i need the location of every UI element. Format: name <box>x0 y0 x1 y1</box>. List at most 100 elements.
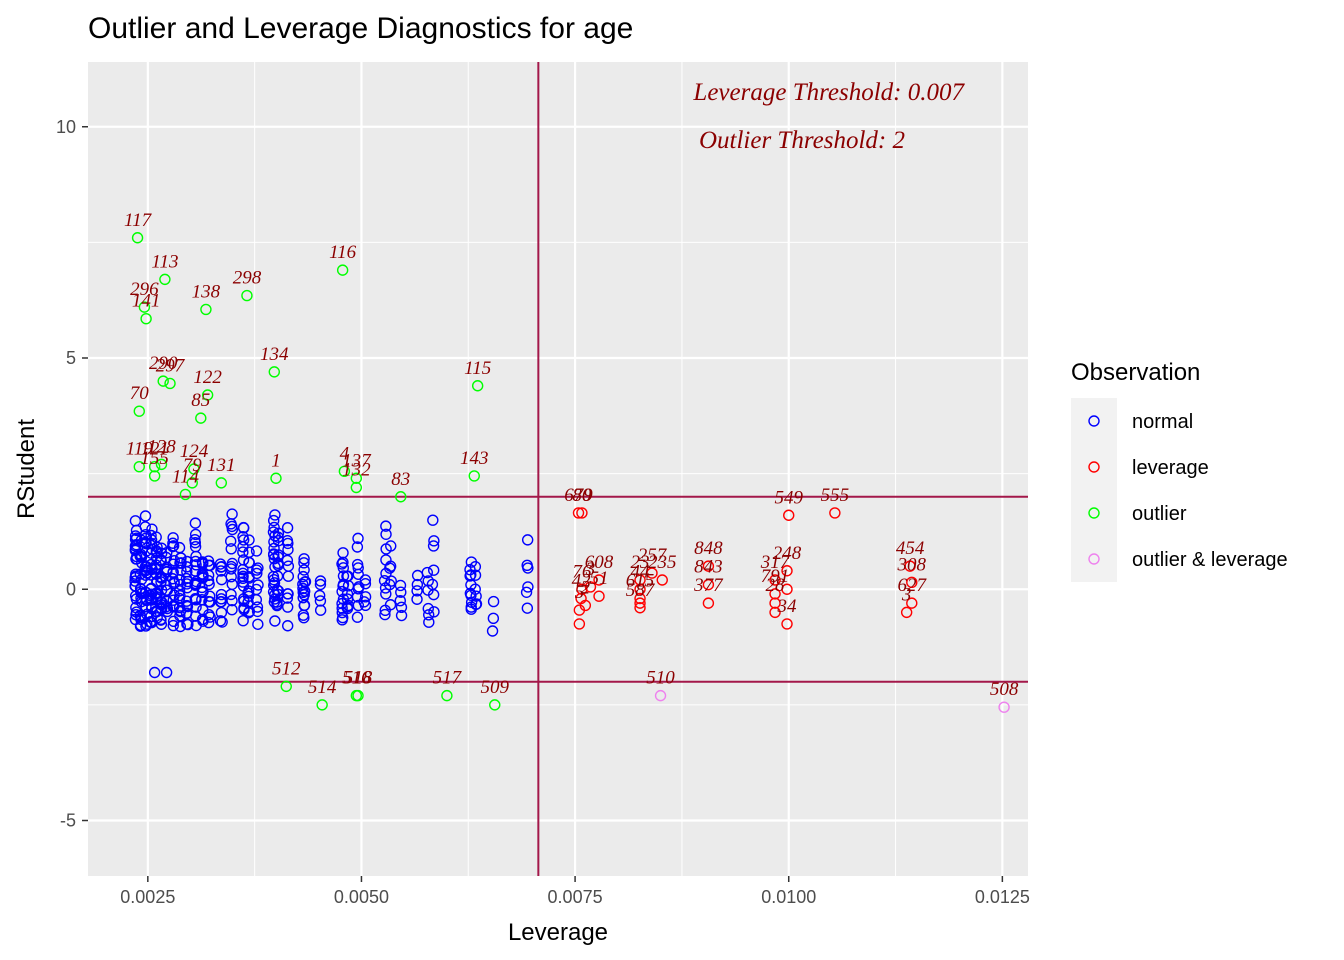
point-label: 297 <box>156 355 186 376</box>
normal-point <box>336 614 348 626</box>
y-axis-title: RStudent <box>13 419 40 519</box>
leverage-point <box>781 565 793 577</box>
point-label: 257 <box>638 545 668 566</box>
leverage-point <box>593 590 605 602</box>
point-label: 83 <box>391 469 410 490</box>
normal-point <box>385 575 397 587</box>
point-label: 80 <box>572 485 592 506</box>
point-labels: 6798054276236085158761544232572358488433… <box>124 210 1019 700</box>
legend-key <box>1088 553 1100 565</box>
normal-point <box>384 560 397 572</box>
normal-point <box>237 570 249 583</box>
leverage-point <box>900 606 913 619</box>
point-label: 137 <box>342 450 372 471</box>
normal-point <box>336 602 348 614</box>
normal-point <box>395 586 407 598</box>
normal-point <box>161 602 174 615</box>
outlier-point <box>200 303 212 316</box>
normal-point <box>189 555 202 568</box>
point-label: 608 <box>585 552 614 573</box>
point-label: 516 <box>342 668 371 689</box>
normal-point <box>166 540 179 553</box>
normal-point <box>351 611 364 623</box>
outlier-point <box>489 699 501 711</box>
normal-point <box>237 554 250 566</box>
outlier-point <box>352 689 364 702</box>
point-label: 5 <box>575 582 585 603</box>
point-label: 122 <box>193 367 222 388</box>
normal-point <box>358 596 370 608</box>
leverage-point <box>573 618 586 630</box>
normal-point <box>337 570 350 582</box>
normal-point <box>421 566 434 579</box>
outlier-point <box>159 273 171 286</box>
normal-point <box>522 562 534 574</box>
point-label: 514 <box>308 677 337 698</box>
normal-point <box>167 619 179 632</box>
point-label: 454 <box>896 538 925 559</box>
normal-point <box>155 554 167 566</box>
normal-point <box>282 543 294 556</box>
normal-point <box>225 588 237 601</box>
normal-point <box>379 608 391 621</box>
outlier-point <box>157 375 169 387</box>
normal-point <box>189 578 202 591</box>
normal-point <box>380 520 392 532</box>
leverage-point <box>781 618 793 630</box>
point-label: 138 <box>192 281 221 302</box>
outlier-point <box>133 460 145 473</box>
normal-point <box>351 541 364 553</box>
normal-point <box>487 595 500 608</box>
normal-point <box>272 527 285 539</box>
outlier-point <box>186 477 198 489</box>
normal-point <box>469 583 481 595</box>
point-label: 114 <box>172 466 200 487</box>
normal-point <box>167 573 179 585</box>
outlier-point <box>155 458 168 471</box>
outlier-point <box>468 470 480 482</box>
normal-point <box>359 574 372 586</box>
normal-point <box>411 578 424 591</box>
legend-label: outlier & leverage <box>1132 549 1288 571</box>
normal-point <box>250 583 263 596</box>
normal-point <box>145 529 157 542</box>
normal-point <box>269 509 281 521</box>
chart-title: Outlier and Leverage Diagnostics for age <box>88 12 633 45</box>
normal-point <box>281 588 294 600</box>
normal-point <box>215 593 228 605</box>
normal-point <box>167 566 179 578</box>
point-label: 3 <box>901 584 912 605</box>
normal-point <box>242 596 254 609</box>
normal-point <box>271 584 283 596</box>
normal-point <box>251 564 263 576</box>
point-label: 377 <box>693 575 724 596</box>
x-tick-label: 0.0075 <box>548 887 603 907</box>
normal-point <box>282 560 295 572</box>
leverage-point <box>769 574 781 586</box>
outlier-point <box>350 481 363 494</box>
outlier-point <box>148 470 161 482</box>
normal-point <box>281 620 294 632</box>
normal-point <box>423 616 435 628</box>
normal-point <box>281 535 294 547</box>
legend-label: leverage <box>1132 457 1209 479</box>
normal-point <box>380 588 392 600</box>
point-label: 843 <box>694 557 723 578</box>
outlier-point <box>471 380 484 392</box>
point-label: 791 <box>761 566 790 587</box>
leverage-point <box>906 597 918 609</box>
normal-point <box>411 593 423 605</box>
point-label: 23 <box>631 552 650 573</box>
point-label: 508 <box>990 679 1019 700</box>
normal-point <box>394 579 407 592</box>
outlier-point <box>280 680 292 693</box>
outlier-leverage-point <box>998 701 1010 713</box>
point-label: 290 <box>149 353 178 374</box>
normal-point <box>189 517 202 529</box>
y-tick-label: 10 <box>56 117 76 137</box>
normal-point <box>252 618 264 630</box>
point-label: 510 <box>646 668 675 689</box>
normal-point <box>281 554 294 567</box>
normal-point <box>267 514 280 527</box>
